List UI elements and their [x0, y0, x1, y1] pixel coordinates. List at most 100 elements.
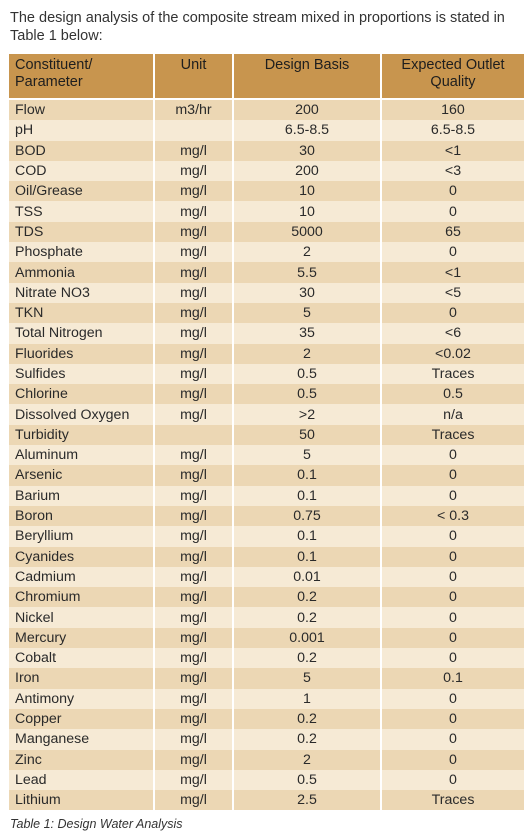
cell-unit: mg/l — [154, 668, 234, 689]
header-design-basis: Design Basis — [233, 54, 382, 99]
cell-expected-outlet: 6.5-8.5 — [381, 120, 524, 141]
cell-parameter: Phosphate — [9, 242, 155, 263]
cell-parameter: Flow — [9, 99, 155, 121]
design-water-table-container: Constituent/ Parameter Unit Design Basis… — [9, 54, 524, 811]
intro-paragraph: The design analysis of the composite str… — [10, 10, 505, 44]
cell-expected-outlet: 0.5 — [381, 384, 524, 405]
cell-parameter: Lead — [9, 769, 155, 791]
table-row: pH 6.5-8.5 6.5-8.5 — [9, 120, 524, 141]
table-row: Chromium mg/l 0.2 0 — [9, 587, 524, 608]
cell-design-basis: 2.5 — [233, 790, 382, 811]
cell-design-basis: 2 — [233, 343, 382, 364]
cell-parameter: Sulfides — [9, 363, 155, 385]
cell-unit: mg/l — [154, 221, 234, 243]
cell-design-basis: 5.5 — [233, 262, 382, 283]
cell-design-basis: 5 — [233, 302, 382, 324]
cell-parameter: Chromium — [9, 587, 155, 608]
cell-unit: mg/l — [154, 607, 234, 628]
cell-design-basis: 30 — [233, 282, 382, 303]
table-row: Chlorine mg/l 0.5 0.5 — [9, 384, 524, 405]
cell-parameter: Antimony — [9, 688, 155, 709]
cell-parameter: Turbidity — [9, 424, 155, 446]
table-row: Barium mg/l 0.1 0 — [9, 485, 524, 506]
cell-design-basis: 0.01 — [233, 566, 382, 588]
cell-unit: mg/l — [154, 404, 234, 425]
table-row: Zinc mg/l 2 0 — [9, 749, 524, 770]
cell-design-basis: 5000 — [233, 221, 382, 243]
cell-unit — [154, 120, 234, 141]
cell-unit: m3/hr — [154, 99, 234, 121]
table-row: Total Nitrogen mg/l 35 <6 — [9, 323, 524, 344]
table-row: Mercury mg/l 0.001 0 — [9, 627, 524, 649]
cell-parameter: Cyanides — [9, 546, 155, 567]
cell-expected-outlet: 0 — [381, 688, 524, 709]
cell-parameter: Zinc — [9, 749, 155, 770]
cell-design-basis: 0.5 — [233, 363, 382, 385]
cell-design-basis: 200 — [233, 99, 382, 121]
table-row: Lead mg/l 0.5 0 — [9, 769, 524, 791]
cell-unit: mg/l — [154, 790, 234, 811]
cell-design-basis: 10 — [233, 181, 382, 202]
cell-unit: mg/l — [154, 445, 234, 466]
cell-unit — [154, 424, 234, 446]
cell-expected-outlet: 0 — [381, 445, 524, 466]
table-row: Sulfides mg/l 0.5 Traces — [9, 363, 524, 385]
cell-expected-outlet: <0.02 — [381, 343, 524, 364]
table-row: Fluorides mg/l 2 <0.02 — [9, 343, 524, 364]
cell-parameter: Copper — [9, 708, 155, 730]
cell-design-basis: 2 — [233, 749, 382, 770]
table-row: Arsenic mg/l 0.1 0 — [9, 465, 524, 486]
cell-design-basis: 0.1 — [233, 546, 382, 567]
cell-design-basis: 0.2 — [233, 729, 382, 750]
table-row: BOD mg/l 30 <1 — [9, 140, 524, 161]
cell-parameter: Oil/Grease — [9, 181, 155, 202]
cell-design-basis: 0.2 — [233, 708, 382, 730]
cell-expected-outlet: 0 — [381, 729, 524, 750]
cell-unit: mg/l — [154, 363, 234, 385]
table-row: Aluminum mg/l 5 0 — [9, 445, 524, 466]
cell-parameter: Lithium — [9, 790, 155, 811]
cell-expected-outlet: <3 — [381, 160, 524, 182]
cell-design-basis: 0.75 — [233, 505, 382, 527]
cell-parameter: Nickel — [9, 607, 155, 628]
cell-expected-outlet: 0 — [381, 566, 524, 588]
cell-parameter: BOD — [9, 140, 155, 161]
cell-parameter: Total Nitrogen — [9, 323, 155, 344]
table-body: Flow m3/hr 200 160 pH 6.5-8.5 6.5-8.5 BOD mg/l 30… — [9, 99, 524, 811]
cell-parameter: Mercury — [9, 627, 155, 649]
cell-unit: mg/l — [154, 566, 234, 588]
cell-parameter: Boron — [9, 505, 155, 527]
cell-parameter: TKN — [9, 302, 155, 324]
cell-expected-outlet: 0 — [381, 587, 524, 608]
table-row: Cyanides mg/l 0.1 0 — [9, 546, 524, 567]
cell-expected-outlet: 0 — [381, 242, 524, 263]
cell-expected-outlet: 0 — [381, 546, 524, 567]
cell-expected-outlet: 0 — [381, 648, 524, 669]
cell-parameter: Iron — [9, 668, 155, 689]
cell-design-basis: 0.2 — [233, 607, 382, 628]
cell-parameter: Aluminum — [9, 445, 155, 466]
table-row: Ammonia mg/l 5.5 <1 — [9, 262, 524, 283]
cell-parameter: TDS — [9, 221, 155, 243]
cell-design-basis: 35 — [233, 323, 382, 344]
cell-unit: mg/l — [154, 546, 234, 567]
cell-design-basis: >2 — [233, 404, 382, 425]
cell-design-basis: 5 — [233, 668, 382, 689]
cell-unit: mg/l — [154, 181, 234, 202]
cell-design-basis: 6.5-8.5 — [233, 120, 382, 141]
cell-expected-outlet: <6 — [381, 323, 524, 344]
cell-design-basis: 0.2 — [233, 648, 382, 669]
cell-design-basis: 0.1 — [233, 485, 382, 506]
header-unit: Unit — [154, 54, 234, 99]
cell-expected-outlet: 0 — [381, 769, 524, 791]
cell-parameter: Arsenic — [9, 465, 155, 486]
table-row: Flow m3/hr 200 160 — [9, 99, 524, 121]
cell-expected-outlet: <5 — [381, 282, 524, 303]
cell-expected-outlet: 0 — [381, 201, 524, 222]
cell-unit: mg/l — [154, 749, 234, 770]
cell-expected-outlet: 160 — [381, 99, 524, 121]
table-row: Lithium mg/l 2.5 Traces — [9, 790, 524, 811]
cell-unit: mg/l — [154, 627, 234, 649]
cell-design-basis: 30 — [233, 140, 382, 161]
cell-expected-outlet: 65 — [381, 221, 524, 243]
